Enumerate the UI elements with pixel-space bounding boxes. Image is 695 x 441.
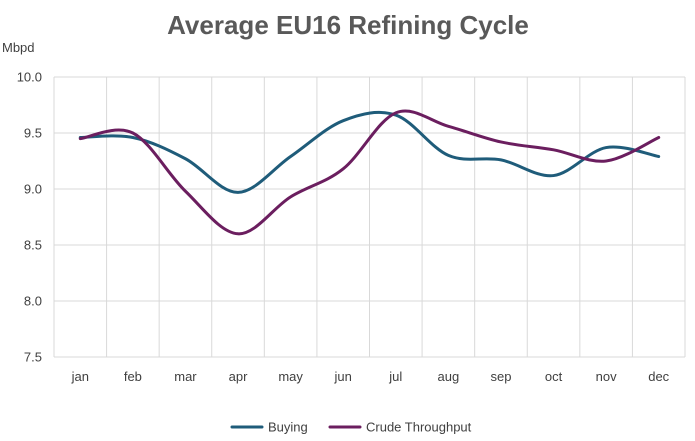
x-tick-label-jun: jun	[334, 369, 352, 384]
y-tick-label: 8.5	[24, 238, 42, 253]
y-tick-label: 9.5	[24, 126, 42, 141]
chart-title: Average EU16 Refining Cycle	[167, 10, 529, 40]
data-point-crude-throughput-dec	[657, 135, 661, 139]
x-tick-label-jul: jul	[388, 369, 402, 384]
x-tick-label-feb: feb	[124, 369, 142, 384]
data-point-buying-dec	[657, 155, 661, 159]
x-tick-label-mar: mar	[174, 369, 197, 384]
data-point-crude-throughput-jun	[341, 167, 345, 171]
x-tick-label-dec: dec	[648, 369, 669, 384]
data-point-crude-throughput-feb	[131, 131, 135, 135]
data-point-buying-nov	[604, 146, 608, 150]
data-point-buying-sep	[499, 158, 503, 162]
data-point-crude-throughput-jan	[78, 137, 82, 141]
x-tick-label-sep: sep	[490, 369, 511, 384]
data-point-crude-throughput-may	[289, 195, 293, 199]
series-line-buying	[78, 110, 661, 194]
x-tick-label-apr: apr	[229, 369, 248, 384]
data-point-buying-mar	[183, 157, 187, 161]
x-tick-label-may: may	[278, 369, 303, 384]
legend-label-crude-throughput: Crude Throughput	[366, 420, 472, 435]
data-point-buying-apr	[236, 190, 240, 194]
data-point-crude-throughput-jul	[394, 111, 398, 115]
y-axis-unit-label: Mbpd	[2, 40, 35, 55]
legend: Buying Crude Throughput	[230, 420, 472, 435]
y-tick-label: 8.0	[24, 294, 42, 309]
gridlines	[53, 76, 686, 358]
y-tick-label: 9.0	[24, 182, 42, 197]
data-point-buying-aug	[446, 153, 450, 157]
data-point-crude-throughput-mar	[183, 189, 187, 193]
data-point-buying-oct	[552, 174, 556, 178]
data-point-crude-throughput-nov	[604, 159, 608, 163]
y-tick-label: 10.0	[17, 70, 42, 85]
data-point-buying-jun	[341, 119, 345, 123]
data-point-crude-throughput-apr	[236, 232, 240, 236]
y-tick-label: 7.5	[24, 350, 42, 365]
data-point-buying-feb	[131, 135, 135, 139]
data-point-crude-throughput-oct	[552, 148, 556, 152]
data-point-crude-throughput-sep	[499, 140, 503, 144]
axes: 7.5 8.0 8.5 9.0 9.5 10.0 jan feb mar apr may jun jul…	[17, 70, 670, 385]
x-tick-label-jan: jan	[71, 369, 89, 384]
x-tick-label-aug: aug	[438, 369, 460, 384]
series-line-crude-throughput	[78, 109, 661, 236]
data-point-crude-throughput-aug	[446, 124, 450, 128]
legend-label-buying: Buying	[268, 420, 308, 435]
x-tick-label-nov: nov	[596, 369, 617, 384]
data-point-buying-may	[289, 155, 293, 159]
series-lines	[78, 109, 661, 236]
x-tick-label-oct: oct	[545, 369, 563, 384]
